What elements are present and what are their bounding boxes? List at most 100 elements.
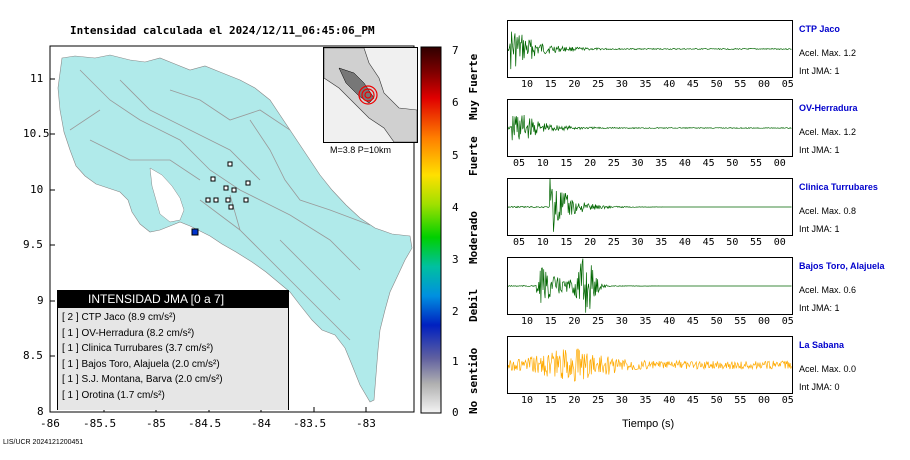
- scale-tick: 7: [452, 44, 459, 57]
- time-tick-label: 45: [686, 79, 699, 90]
- station-max-accel: Acel. Max. 1.2: [799, 48, 857, 58]
- scale-tick: 1: [452, 355, 459, 368]
- time-tick-label: 20: [584, 158, 597, 169]
- time-tick-label: 50: [710, 79, 723, 90]
- lon-tick: -85: [146, 417, 166, 430]
- lon-tick: -84: [251, 417, 271, 430]
- time-tick-label: 40: [663, 395, 676, 406]
- station-name: Clinica Turrubares: [799, 182, 878, 192]
- time-tick-label: 25: [592, 395, 605, 406]
- lon-tick: -85.5: [83, 417, 117, 430]
- time-tick-label: 45: [702, 158, 715, 169]
- time-tick-label: 05: [513, 158, 526, 169]
- station-name: CTP Jaco: [799, 24, 840, 34]
- time-tick-label: 00: [773, 158, 786, 169]
- waveform-panel: [507, 176, 793, 236]
- time-tick-label: 25: [592, 79, 605, 90]
- legend-title: INTENSIDAD JMA [0 a 7]: [58, 291, 288, 308]
- event-magnitude-depth: M=3.8 P=10km: [330, 145, 392, 155]
- station-jma-intensity: Int JMA: 0: [799, 382, 840, 392]
- time-tick-label: 30: [631, 237, 644, 248]
- seismogram-line: [507, 348, 792, 382]
- lat-tick: 10: [30, 183, 44, 196]
- legend-row: [ 2 ] CTP Jaco (8.9 cm/s²): [62, 312, 176, 323]
- legend-row: [ 1 ] OV-Herradura (8.2 cm/s²): [62, 327, 195, 339]
- time-tick-label: 30: [615, 395, 628, 406]
- seismogram-line: [507, 176, 792, 232]
- time-tick-label: 55: [734, 79, 747, 90]
- time-tick-label: 35: [655, 158, 668, 169]
- time-tick-label: 30: [615, 79, 628, 90]
- time-tick-label: 15: [544, 79, 557, 90]
- time-tick-label: 15: [560, 237, 573, 248]
- scale-label-debil: Debil: [467, 288, 480, 322]
- time-tick-label: 40: [663, 79, 676, 90]
- time-tick-label: 20: [568, 316, 581, 327]
- legend-row: [ 1 ] Orotina (1.7 cm/s²): [62, 389, 165, 401]
- station-jma-intensity: Int JMA: 1: [799, 224, 840, 234]
- station-max-accel: Acel. Max. 0.6: [799, 285, 857, 295]
- scale-tick: 6: [452, 96, 459, 109]
- lon-tick: -86: [40, 417, 60, 430]
- lon-tick: -83: [356, 417, 376, 430]
- time-tick-label: 55: [750, 237, 763, 248]
- station-jma-intensity: Int JMA: 1: [799, 303, 840, 313]
- time-tick-label: 45: [686, 395, 699, 406]
- legend-row: [ 1 ] S.J. Montana, Barva (2.0 cm/s²): [62, 374, 223, 385]
- time-tick-label: 25: [592, 316, 605, 327]
- waveform-trace: [507, 31, 792, 70]
- lat-tick: 9.5: [23, 238, 43, 251]
- lon-tick: -84.5: [188, 417, 222, 430]
- time-tick-label: 45: [702, 237, 715, 248]
- time-tick-label: 20: [568, 395, 581, 406]
- waveform-trace: [507, 258, 792, 313]
- time-tick-label: 40: [663, 316, 676, 327]
- time-tick-label: 35: [655, 237, 668, 248]
- scale-label-moderado: Moderado: [467, 211, 480, 264]
- scale-tick: 3: [452, 253, 459, 266]
- waveform-panel: [507, 20, 793, 78]
- time-tick-label: 35: [639, 79, 652, 90]
- time-tick-label: 05: [781, 316, 794, 327]
- scale-tick: 0: [452, 406, 459, 419]
- scale-label-no-sentido: No sentido: [467, 347, 480, 414]
- time-tick-label: 20: [568, 79, 581, 90]
- map-title: Intensidad calculada el 2024/12/11_06:45…: [70, 24, 375, 37]
- time-tick-label: 30: [631, 158, 644, 169]
- legend-row: [ 1 ] Bajos Toro, Alajuela (2.0 cm/s²): [62, 358, 220, 370]
- station-jma-intensity: Int JMA: 1: [799, 145, 840, 155]
- epicenter-icon: [358, 85, 378, 105]
- time-tick-label: 10: [536, 158, 549, 169]
- lat-tick: 8.5: [23, 349, 43, 362]
- time-tick-label: 15: [544, 395, 557, 406]
- time-tick-label: 20: [584, 237, 597, 248]
- lon-tick: -83.5: [293, 417, 327, 430]
- station-name: Bajos Toro, Alajuela: [799, 261, 885, 271]
- waveform-trace: [507, 114, 792, 141]
- time-tick-label: 40: [678, 237, 691, 248]
- waveform-panel: [507, 336, 793, 394]
- time-tick-label: 40: [678, 158, 691, 169]
- time-tick-label: 30: [615, 316, 628, 327]
- time-tick-label: 35: [639, 316, 652, 327]
- seismogram-line: [507, 31, 792, 70]
- time-tick-label: 50: [710, 316, 723, 327]
- time-tick-label: 10: [536, 237, 549, 248]
- time-tick-label: 45: [686, 316, 699, 327]
- time-tick-label: 55: [734, 316, 747, 327]
- time-axis-label: Tiempo (s): [622, 418, 675, 430]
- time-tick-label: 05: [781, 395, 794, 406]
- scale-tick: 4: [452, 201, 459, 214]
- time-tick-label: 55: [734, 395, 747, 406]
- footer-id: LIS/UCR 2024121200451: [3, 439, 84, 446]
- time-tick-label: 00: [758, 316, 771, 327]
- time-tick-label: 25: [607, 158, 620, 169]
- waveform-panel: [507, 99, 793, 157]
- time-tick-label: 00: [758, 79, 771, 90]
- intensity-legend: INTENSIDAD JMA [0 a 7] [ 2 ] CTP Jaco (8…: [57, 290, 289, 410]
- inset-map: [323, 47, 418, 143]
- intensity-color-scale: [420, 46, 442, 414]
- scale-label-fuerte: Fuerte: [467, 136, 480, 176]
- station-max-accel: Acel. Max. 1.2: [799, 127, 857, 137]
- lat-tick: 11: [30, 72, 44, 85]
